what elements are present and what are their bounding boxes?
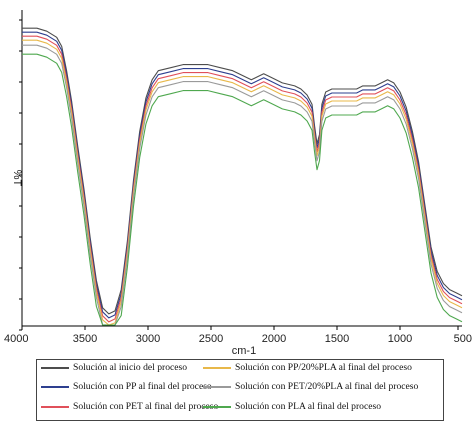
series-line	[22, 27, 463, 315]
axes	[21, 10, 462, 327]
x-tick-label: 3000	[136, 333, 160, 345]
x-tick-label: 1500	[325, 333, 349, 345]
series-lines	[22, 27, 463, 326]
legend-label: Solución con PET/20%PLA al final del pro…	[235, 381, 419, 392]
legend-swatch	[203, 405, 231, 408]
legend-swatch	[41, 405, 69, 408]
ftir-chart: 4000 3500 3000 2500 2000 1500 1000 500 %T cm-1	[4, 10, 472, 357]
x-tick-label: 2000	[262, 333, 286, 345]
legend-swatch	[203, 366, 231, 369]
x-tick-label: 3500	[73, 333, 97, 345]
series-line	[22, 31, 463, 319]
legend-item: Solución con PLA al final del proceso	[203, 401, 381, 412]
legend: Solución al inicio del proceso Solución c…	[36, 359, 444, 421]
x-ticks: 4000 3500 3000 2500 2000 1500 1000 500	[4, 326, 472, 345]
legend-item: Solución al inicio del proceso	[41, 362, 187, 373]
legend-label: Solución al inicio del proceso	[73, 362, 188, 373]
legend-item: Solución con PP al final del proceso	[41, 381, 212, 392]
x-tick-label: 1000	[388, 333, 412, 345]
legend-item: Solución con PET/20%PLA al final del pro…	[203, 381, 418, 392]
legend-label: Solución con PP al final del proceso	[73, 381, 212, 392]
legend-swatch	[41, 385, 69, 388]
series-line	[22, 44, 463, 326]
x-axis-title: cm-1	[232, 345, 256, 357]
series-line	[22, 53, 463, 326]
legend-label: Solución con PET al final del proceso	[73, 401, 219, 412]
legend-label: Solución con PP/20%PLA al final del proc…	[235, 362, 412, 373]
series-line	[22, 35, 463, 323]
y-axis-title: %T	[11, 170, 23, 187]
legend-item: Solución con PP/20%PLA al final del proc…	[203, 362, 412, 373]
series-line	[22, 39, 463, 326]
x-tick-label: 2500	[199, 333, 223, 345]
legend-label: Solución con PLA al final del proceso	[235, 401, 382, 412]
legend-swatch	[203, 385, 231, 388]
x-tick-label: 500	[454, 333, 472, 345]
x-tick-label: 4000	[4, 333, 28, 345]
legend-swatch	[41, 366, 69, 369]
legend-item: Solución con PET al final del proceso	[41, 401, 218, 412]
